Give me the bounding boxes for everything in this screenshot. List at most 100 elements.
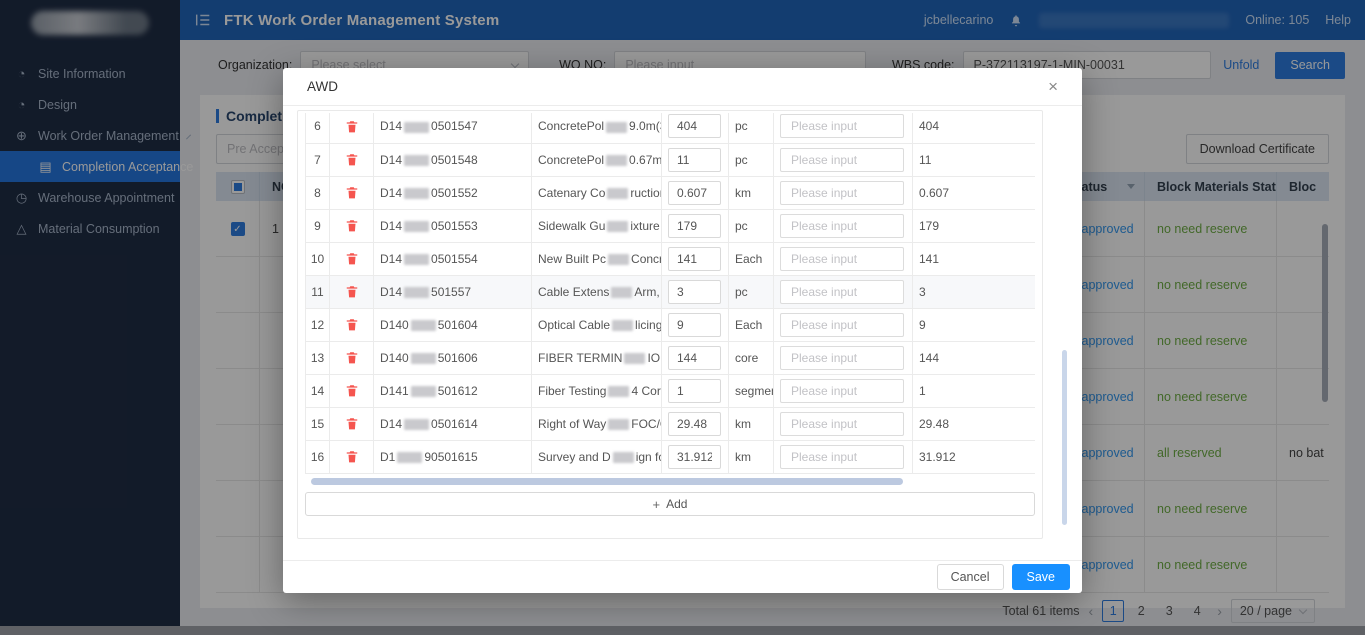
- quantity-input[interactable]: [668, 246, 721, 271]
- delete-icon[interactable]: [345, 383, 359, 398]
- menu-collapse-icon[interactable]: [194, 11, 212, 29]
- extra-input[interactable]: [780, 345, 904, 370]
- scrollbar-thumb[interactable]: [1322, 224, 1328, 402]
- items-card: 6 D14 0501547 Concret: [297, 110, 1043, 539]
- sidebar-item[interactable]: ◔ Site Information: [0, 58, 180, 89]
- sidebar-item[interactable]: ◷ Warehouse Appointment: [0, 182, 180, 213]
- item-unit: km: [728, 407, 774, 441]
- delete-icon[interactable]: [345, 251, 359, 266]
- quantity-input[interactable]: [668, 213, 721, 238]
- extra-input[interactable]: [780, 444, 904, 469]
- item-description: Cable Extens Arm, 44 ...: [531, 275, 662, 309]
- item-index: 16: [305, 440, 330, 474]
- quantity-input[interactable]: [668, 444, 721, 469]
- extra-input[interactable]: [780, 279, 904, 304]
- code-suffix: 0501548: [431, 152, 478, 167]
- username[interactable]: jcbellecarino: [923, 13, 994, 27]
- redacted-desc-part: [608, 418, 630, 430]
- quantity-input[interactable]: [668, 279, 721, 304]
- sidebar-item[interactable]: ▤ Completion Acceptance: [0, 151, 193, 182]
- code-suffix: 0501614: [431, 416, 478, 431]
- item-index: 14: [305, 374, 330, 408]
- item-description: Right of Way FOC/CE...: [531, 407, 662, 441]
- delete-icon[interactable]: [345, 152, 359, 167]
- code-prefix: D14: [380, 284, 403, 299]
- delete-icon[interactable]: [345, 218, 359, 233]
- redacted-code-part: [410, 385, 436, 397]
- quantity-input[interactable]: [668, 345, 721, 370]
- organization-label: Organization:: [218, 58, 293, 72]
- extra-input[interactable]: [780, 147, 904, 172]
- delete-icon[interactable]: [345, 449, 359, 464]
- extra-input[interactable]: [780, 114, 904, 139]
- quantity-input[interactable]: [668, 180, 721, 205]
- extra-input-cell: [773, 275, 913, 309]
- item-description: ConcretePol 0.67m(35...: [531, 143, 662, 177]
- close-icon[interactable]: ×: [1048, 77, 1058, 96]
- download-certificate-button[interactable]: Download Certificate: [1185, 134, 1329, 164]
- save-button[interactable]: Save: [1011, 564, 1070, 590]
- delete-cell: [329, 341, 374, 375]
- item-value: 9: [912, 308, 1035, 342]
- desc-prefix: Optical Cable: [538, 317, 611, 332]
- code-prefix: D14: [380, 251, 403, 266]
- page-number-button[interactable]: 1: [1102, 600, 1125, 622]
- desc-suffix: Arm, 44 ...: [634, 284, 660, 299]
- quantity-input[interactable]: [668, 378, 721, 403]
- extra-input[interactable]: [780, 378, 904, 403]
- select-all-checkbox[interactable]: [230, 179, 245, 194]
- delete-icon[interactable]: [345, 185, 359, 200]
- item-value: 404: [912, 113, 1035, 144]
- code-suffix: 501606: [437, 350, 478, 365]
- delete-icon[interactable]: [345, 284, 359, 299]
- sidebar-item[interactable]: ⊕ Work Order Management: [0, 120, 191, 151]
- page-number-button[interactable]: 4: [1193, 604, 1201, 618]
- quantity-cell: [661, 242, 729, 276]
- block-materials-value: no need reserve: [1145, 369, 1277, 424]
- desc-prefix: Fiber Testing: [538, 383, 607, 398]
- help-link[interactable]: Help: [1325, 13, 1351, 27]
- page-number-button[interactable]: 2: [1137, 604, 1145, 618]
- delete-icon[interactable]: [345, 317, 359, 332]
- item-value: 29.48: [912, 407, 1035, 441]
- redacted-desc-part: [624, 352, 646, 364]
- item-unit: Each: [728, 308, 774, 342]
- sidebar-item[interactable]: △ Material Consumption: [0, 213, 180, 244]
- table-vertical-scrollbar[interactable]: [1321, 224, 1329, 635]
- desc-suffix: ION/SPL...: [647, 350, 661, 365]
- prev-page-button[interactable]: ‹: [1088, 603, 1094, 619]
- total-items: Total 61 items: [1002, 604, 1080, 618]
- delete-icon[interactable]: [345, 350, 359, 365]
- quantity-input[interactable]: [668, 312, 721, 337]
- extra-input[interactable]: [780, 411, 904, 436]
- page-number-button[interactable]: 3: [1165, 604, 1173, 618]
- bell-icon[interactable]: [1009, 13, 1023, 28]
- page-size-select[interactable]: 20 / page: [1230, 599, 1315, 623]
- delete-icon[interactable]: [345, 119, 359, 134]
- quantity-input[interactable]: [668, 147, 721, 172]
- search-button[interactable]: Search: [1275, 51, 1345, 79]
- extra-input[interactable]: [780, 246, 904, 271]
- status-value: C approved: [1025, 313, 1145, 368]
- cancel-button[interactable]: Cancel: [936, 564, 1004, 590]
- next-page-button[interactable]: ›: [1217, 603, 1222, 619]
- row-checkbox[interactable]: ✓: [230, 221, 245, 236]
- modal-vertical-scrollbar[interactable]: [1062, 350, 1067, 525]
- item-description: Catenary Co ruction: [531, 176, 662, 210]
- extra-input[interactable]: [780, 180, 904, 205]
- add-row-button[interactable]: + Add: [305, 492, 1035, 516]
- extra-input[interactable]: [780, 312, 904, 337]
- items-horizontal-scrollbar[interactable]: [307, 478, 1033, 486]
- code-prefix: D140: [380, 350, 409, 365]
- redacted-code-part: [410, 352, 436, 364]
- filter-icon[interactable]: [1127, 184, 1135, 189]
- extra-input[interactable]: [780, 213, 904, 238]
- unfold-link[interactable]: Unfold: [1223, 58, 1260, 72]
- sidebar-item[interactable]: ◔ Design: [0, 89, 180, 120]
- quantity-input[interactable]: [668, 114, 721, 139]
- sidebar-item-label: Work Order Management: [38, 128, 179, 143]
- scrollbar-thumb[interactable]: [311, 478, 903, 485]
- quantity-input[interactable]: [668, 411, 721, 436]
- desc-prefix: ConcretePol: [538, 152, 605, 167]
- delete-icon[interactable]: [345, 416, 359, 431]
